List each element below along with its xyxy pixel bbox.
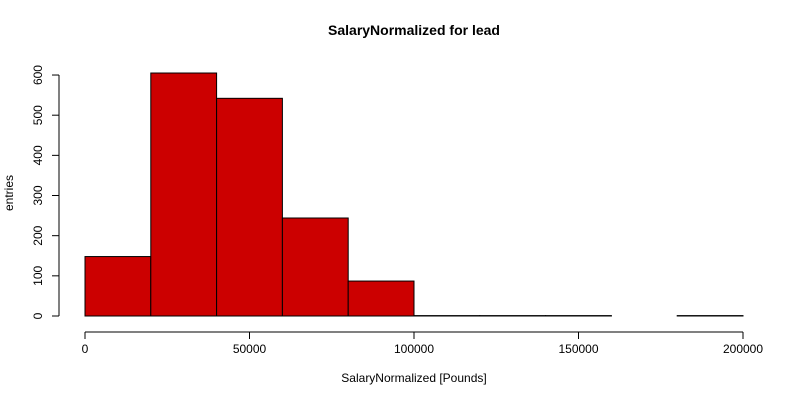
x-tick-label: 50000 (233, 342, 267, 356)
y-tick-label: 400 (31, 145, 45, 165)
y-tick-label: 300 (31, 185, 45, 205)
x-tick-label: 0 (82, 342, 89, 356)
x-axis-label: SalaryNormalized [Pounds] (341, 371, 486, 385)
y-tick-label: 100 (31, 266, 45, 286)
histogram-bar (216, 97, 283, 317)
y-tick-label: 500 (31, 105, 45, 125)
y-tick-label: 600 (31, 65, 45, 85)
chart-title: SalaryNormalized for lead (328, 22, 500, 38)
y-axis-label: entries (2, 175, 16, 211)
histogram-bar (281, 217, 349, 317)
histogram-bar (347, 280, 415, 317)
bars-group (84, 72, 744, 317)
x-tick-label: 100000 (394, 342, 434, 356)
y-tick-label: 200 (31, 225, 45, 245)
x-axis: 0 50000 100000 150000 200000 (82, 331, 763, 356)
histogram-bar (150, 72, 218, 317)
x-tick-label: 150000 (558, 342, 598, 356)
histogram-bar (84, 256, 152, 317)
y-tick-label: 0 (31, 312, 45, 319)
x-tick-label: 200000 (723, 342, 763, 356)
y-axis: 0 100 200 300 400 500 600 (31, 65, 60, 319)
